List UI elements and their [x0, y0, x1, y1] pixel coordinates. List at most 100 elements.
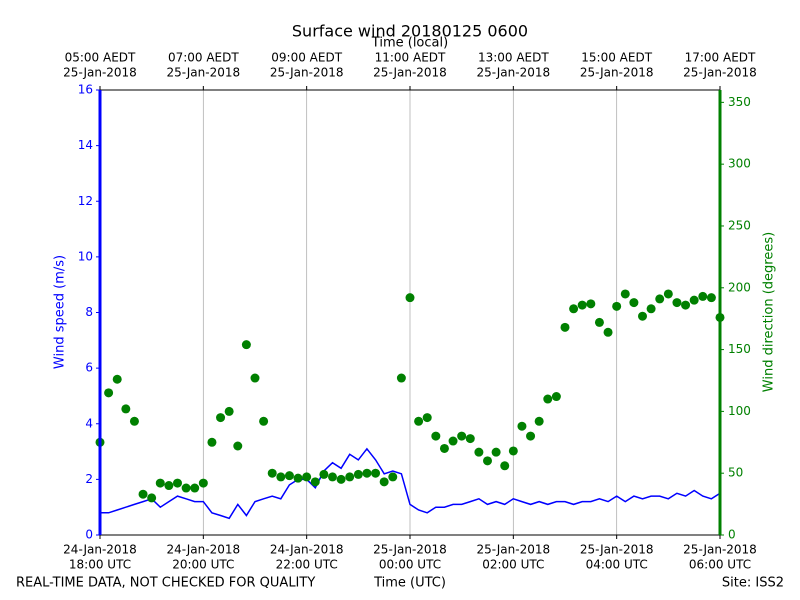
x-tick-label: 25-Jan-2018 — [683, 543, 757, 557]
x-tick-label: 24-Jan-2018 — [167, 543, 241, 557]
direction-point — [241, 340, 251, 350]
direction-point — [586, 299, 596, 309]
direction-point — [508, 446, 518, 456]
direction-point — [612, 301, 622, 311]
direction-point — [526, 431, 536, 441]
x-tick-label: 25-Jan-2018 — [477, 543, 551, 557]
direction-point — [414, 416, 424, 426]
y2-tick-label: 150 — [728, 342, 751, 356]
x2-tick-label: 25-Jan-2018 — [580, 66, 654, 80]
direction-point — [534, 416, 544, 426]
direction-point — [345, 472, 355, 482]
x2-tick-label: 25-Jan-2018 — [373, 66, 447, 80]
direction-point — [620, 289, 630, 299]
y-tick-label: 10 — [78, 249, 93, 263]
direction-point — [560, 322, 570, 332]
direction-point — [129, 416, 139, 426]
direction-point — [483, 456, 492, 466]
direction-point — [104, 388, 114, 398]
direction-point — [405, 293, 415, 303]
y2-tick-label: 200 — [728, 280, 751, 294]
direction-point — [594, 317, 604, 327]
x2-tick-label: 09:00 AEDT — [271, 51, 342, 65]
direction-point — [371, 468, 381, 478]
x2-tick-label: 25-Jan-2018 — [167, 66, 241, 80]
y-tick-label: 4 — [85, 416, 93, 430]
y2-tick-label: 100 — [728, 404, 751, 418]
direction-point — [396, 373, 406, 383]
direction-point — [474, 447, 484, 457]
x2-tick-label: 25-Jan-2018 — [477, 66, 551, 80]
y2-tick-label: 350 — [728, 95, 751, 109]
direction-point — [190, 483, 200, 493]
site-label: Site: ISS2 — [722, 576, 784, 591]
y-tick-label: 14 — [78, 138, 93, 152]
direction-point — [224, 406, 234, 416]
x-tick-label: 24-Jan-2018 — [270, 543, 344, 557]
y-tick-label: 2 — [85, 472, 93, 486]
direction-point — [362, 468, 372, 478]
direction-point — [629, 298, 639, 308]
direction-point — [603, 327, 613, 337]
direction-point — [422, 413, 432, 423]
y2-tick-label: 250 — [728, 218, 751, 232]
direction-point — [267, 468, 277, 478]
direction-point — [500, 461, 510, 471]
x-tick-label: 25-Jan-2018 — [580, 543, 654, 557]
x-tick-label: 00:00 UTC — [379, 558, 441, 572]
direction-point — [155, 478, 165, 488]
direction-point — [181, 483, 191, 493]
y-tick-label: 12 — [78, 194, 93, 208]
x-tick-label: 06:00 UTC — [689, 558, 751, 572]
x-tick-label: 25-Jan-2018 — [373, 543, 447, 557]
y2-axis-label: Wind direction (degrees) — [762, 232, 777, 392]
x2-tick-label: 15:00 AEDT — [581, 51, 652, 65]
y2-tick-label: 0 — [728, 528, 736, 542]
x-tick-label: 18:00 UTC — [69, 558, 131, 572]
direction-point — [198, 478, 208, 488]
x-tick-label: 02:00 UTC — [482, 558, 544, 572]
x2-tick-label: 13:00 AEDT — [478, 51, 549, 65]
direction-point — [706, 293, 716, 303]
direction-point — [569, 304, 579, 314]
direction-point — [638, 311, 647, 321]
footer-note: REAL-TIME DATA, NOT CHECKED FOR QUALITY — [16, 576, 315, 591]
direction-point — [448, 436, 458, 446]
direction-point — [121, 404, 131, 414]
y-tick-label: 16 — [78, 83, 93, 97]
direction-point — [276, 472, 286, 482]
direction-point — [379, 477, 389, 487]
direction-point — [138, 489, 148, 499]
direction-point — [663, 289, 673, 299]
direction-point — [216, 413, 226, 423]
x2-tick-label: 25-Jan-2018 — [683, 66, 757, 80]
direction-point — [491, 447, 501, 457]
direction-point — [328, 472, 337, 482]
direction-point — [577, 300, 587, 310]
direction-point — [302, 472, 312, 482]
y-tick-label: 0 — [85, 528, 93, 542]
direction-point — [439, 443, 449, 453]
direction-point — [517, 421, 527, 431]
direction-point — [310, 477, 320, 487]
x2-tick-label: 25-Jan-2018 — [270, 66, 344, 80]
y-tick-label: 8 — [85, 305, 93, 319]
direction-point — [457, 431, 467, 441]
direction-point — [284, 471, 294, 481]
direction-point — [259, 416, 269, 426]
direction-point — [689, 295, 699, 305]
y2-tick-label: 50 — [728, 466, 743, 480]
y-axis-label: Wind speed (m/s) — [53, 255, 68, 369]
direction-point — [112, 374, 122, 384]
x2-tick-label: 11:00 AEDT — [375, 51, 446, 65]
x2-tick-label: 07:00 AEDT — [168, 51, 239, 65]
direction-point — [681, 300, 691, 310]
direction-point — [336, 474, 346, 484]
x2-tick-label: 05:00 AEDT — [65, 51, 136, 65]
x2-axis-label: Time (local) — [371, 36, 448, 51]
y-tick-label: 6 — [85, 361, 93, 375]
x-tick-label: 24-Jan-2018 — [63, 543, 137, 557]
direction-point — [164, 481, 174, 491]
direction-point — [551, 392, 561, 402]
